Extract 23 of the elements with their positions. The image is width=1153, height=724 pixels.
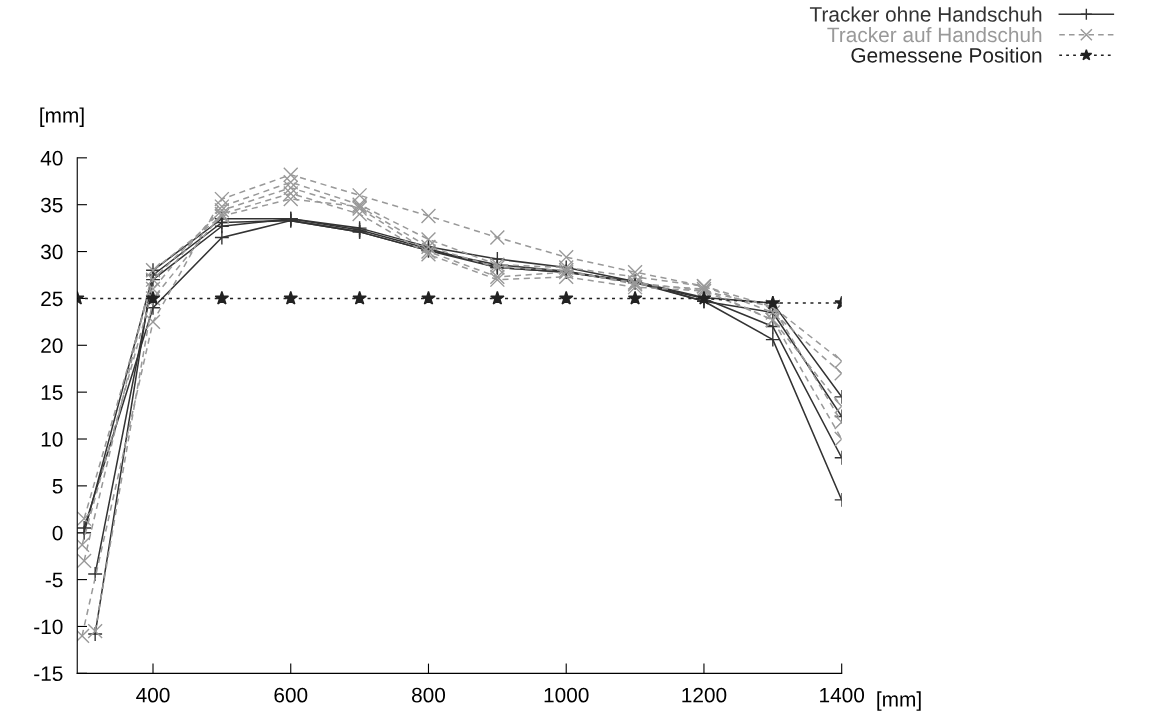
x-tick-label: 1000 bbox=[544, 687, 589, 703]
y-tick-label: 0 bbox=[52, 525, 63, 541]
y-tick-label: 10 bbox=[41, 432, 63, 447]
y-tick-label: 15 bbox=[41, 385, 63, 400]
x-tick-label: 400 bbox=[136, 687, 170, 703]
x-tick-label: 1200 bbox=[682, 687, 727, 703]
y-tick-label: -10 bbox=[34, 619, 63, 635]
y-tick-label: -5 bbox=[45, 572, 63, 588]
y-tick-label: 40 bbox=[40, 150, 63, 166]
legend-label: Tracker auf Handschuh bbox=[827, 26, 1042, 43]
y-tick-label: 35 bbox=[40, 197, 63, 213]
x-tick-label: 600 bbox=[274, 687, 308, 703]
legend-label: Tracker ohne Handschuh bbox=[809, 6, 1042, 22]
y-tick-label: 25 bbox=[41, 291, 63, 307]
y-tick-label: -15 bbox=[34, 666, 63, 682]
x-tick-label: 1400 bbox=[820, 687, 865, 703]
x-axis-title: [mm] bbox=[877, 691, 921, 711]
legend-label: Gemessene Position bbox=[851, 47, 1042, 63]
y-axis-title: [mm] bbox=[40, 107, 84, 127]
x-tick-label: 800 bbox=[412, 687, 446, 703]
y-tick-label: 20 bbox=[41, 338, 63, 354]
y-tick-label: 5 bbox=[52, 479, 63, 494]
y-tick-label: 30 bbox=[40, 244, 63, 260]
